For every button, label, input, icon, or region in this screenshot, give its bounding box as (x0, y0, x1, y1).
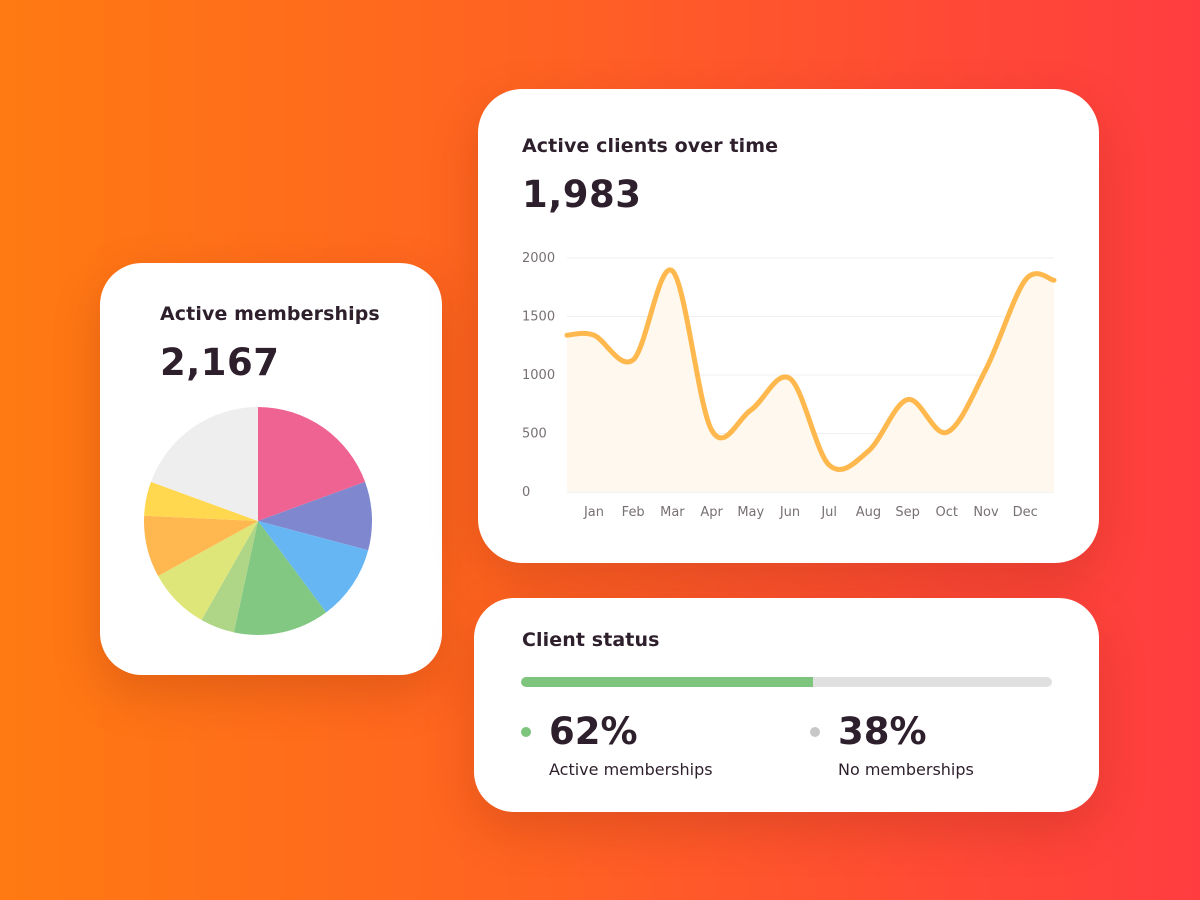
green-dot-icon (521, 727, 531, 737)
pie-slice-6 (158, 521, 258, 621)
none-label: No memberships (838, 760, 974, 779)
pie-slice-4 (233, 521, 327, 635)
status-progress-fill (521, 677, 814, 687)
x-tick-label: Jan (583, 505, 604, 520)
active-clients-line-chart: 0 500 1000 1500 2000 Jan Feb Mar Apr May Jun Jul Aug… (522, 251, 1057, 520)
x-tick-label: Apr (700, 505, 723, 520)
card-title: Client status (522, 629, 660, 651)
active-clients-card: Active clients over time 1,983 0 500 1000 1… (478, 89, 1099, 563)
card-title: Active memberships (160, 303, 380, 325)
y-tick-label: 500 (522, 427, 547, 442)
x-tick-label: Sep (895, 505, 920, 520)
y-tick-label: 1000 (522, 368, 555, 383)
x-tick-label: Feb (622, 505, 645, 520)
x-tick-label: Jun (779, 505, 800, 520)
y-tick-label: 0 (522, 485, 530, 500)
client-status-card: Client status 62% Active memberships 38%… (474, 598, 1099, 812)
x-tick-label: Nov (973, 505, 999, 520)
y-tick-label: 2000 (522, 251, 555, 266)
active-label: Active memberships (549, 760, 713, 779)
pie-slice-1 (258, 407, 366, 521)
x-tick-label: Jul (820, 505, 837, 520)
x-tick-label: May (737, 505, 764, 520)
y-tick-label: 1500 (522, 310, 555, 325)
series-line (564, 267, 1057, 473)
pie-slice-8 (144, 481, 258, 521)
none-percent: 38% (838, 710, 927, 753)
memberships-pie-chart (144, 407, 373, 635)
x-tick-label: Mar (660, 505, 685, 520)
pie-slice-7 (144, 515, 258, 576)
pie-slice-9 (150, 407, 258, 521)
status-progress-bar (521, 677, 1052, 687)
series-area (567, 269, 1054, 492)
active-memberships-card: Active memberships 2,167 (100, 263, 442, 675)
card-title: Active clients over time (522, 135, 779, 157)
active-memberships-stat: 62% Active memberships (521, 710, 713, 779)
x-tick-label: Oct (936, 505, 958, 520)
memberships-count: 2,167 (160, 341, 280, 384)
pie-slice-2 (258, 481, 373, 551)
x-tick-label: Aug (856, 505, 881, 520)
x-tick-label: Dec (1013, 505, 1038, 520)
active-percent: 62% (549, 710, 638, 753)
pie-slice-5 (201, 521, 258, 633)
no-memberships-stat: 38% No memberships (810, 710, 974, 779)
pie-slice-3 (258, 521, 369, 613)
gray-dot-icon (810, 727, 820, 737)
clients-count: 1,983 (522, 173, 642, 216)
